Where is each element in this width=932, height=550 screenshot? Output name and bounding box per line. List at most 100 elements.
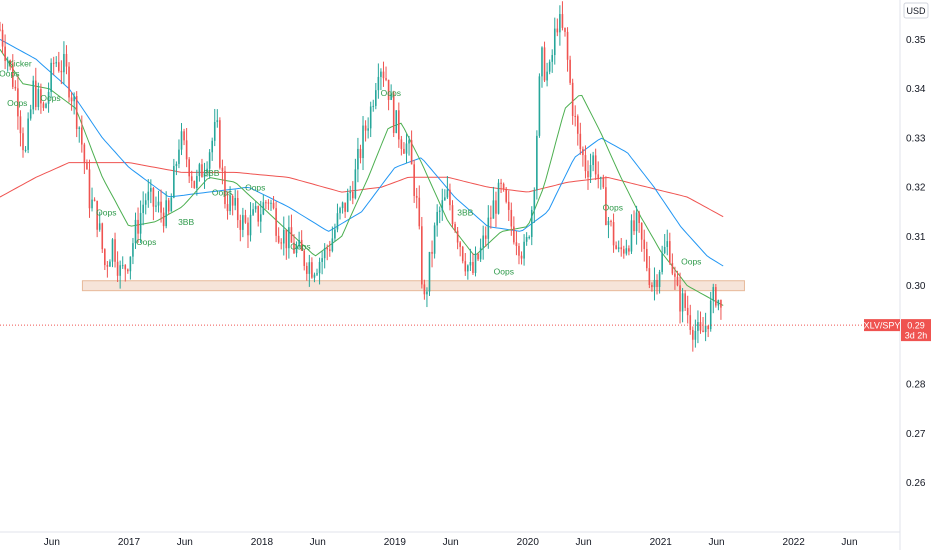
candle-body <box>236 198 239 221</box>
candle-body <box>666 241 669 247</box>
candle-body <box>548 61 551 72</box>
candle-body <box>502 183 505 189</box>
symbol-badge[interactable] <box>864 319 900 332</box>
candle-body <box>259 214 262 222</box>
y-tick-label: 0.32 <box>906 183 926 194</box>
candle-body <box>720 299 722 308</box>
candle-body <box>638 212 640 224</box>
candle-body <box>681 293 684 312</box>
candle-body <box>408 140 410 144</box>
last-price-badge[interactable] <box>901 319 931 342</box>
currency-label[interactable]: USD <box>903 2 929 19</box>
candle-body <box>444 197 446 201</box>
candle-body <box>446 189 449 198</box>
pattern-annotation: Oops <box>40 93 60 103</box>
candle-body <box>144 200 147 205</box>
candle-body <box>456 230 459 243</box>
candle-body <box>155 205 157 207</box>
support-zone <box>81 280 745 292</box>
candle-body <box>134 219 137 244</box>
pattern-annotation: Oops <box>136 237 156 247</box>
x-axis-ticks[interactable]: Jun 2017 Jun 2018 Jun 2019 Jun 2020 Jun 2021 Jun 20… <box>44 537 858 548</box>
candle-body <box>364 125 367 131</box>
candle-body <box>17 88 19 117</box>
candle-body <box>617 247 620 249</box>
candle-body <box>564 27 566 32</box>
candle-body <box>686 307 689 316</box>
candle-body <box>37 89 40 108</box>
candle-body <box>513 226 515 243</box>
candle-body <box>14 86 17 89</box>
candle-body <box>487 217 490 239</box>
candle-body <box>339 208 341 214</box>
x-tick-label: 2018 <box>251 537 274 548</box>
candle-body <box>610 221 612 223</box>
candle-body <box>507 201 510 210</box>
candle-body <box>252 209 254 215</box>
candle-body <box>101 223 104 250</box>
candle-body <box>173 166 175 198</box>
candle-body <box>589 165 592 178</box>
candle-body <box>27 118 29 150</box>
x-tick-label: 2019 <box>384 537 407 548</box>
candle-body <box>104 249 106 266</box>
candle-body <box>599 177 602 179</box>
candle-body <box>628 248 630 252</box>
candle-body <box>298 239 300 247</box>
candle-body <box>428 251 431 292</box>
candle-body <box>88 169 91 209</box>
candle-body <box>679 285 681 312</box>
candle-body <box>295 246 298 254</box>
candle-body <box>124 265 127 270</box>
candle-body <box>160 201 162 213</box>
countdown-text: 3d 2h <box>905 331 928 341</box>
candle-body <box>656 279 658 287</box>
candle-body <box>58 62 60 71</box>
candle-body <box>29 109 32 119</box>
candle-body <box>239 220 242 230</box>
candle-body <box>349 191 352 194</box>
candle-body <box>459 242 461 247</box>
y-tick-label: 0.28 <box>906 380 926 391</box>
candle-body <box>415 195 418 198</box>
x-tick-label: 2022 <box>783 537 806 548</box>
candle-body <box>674 273 676 277</box>
x-tick-label: Jun <box>708 537 724 548</box>
candle-body <box>515 242 518 246</box>
candle-body <box>400 139 403 149</box>
ma-short-line <box>0 49 724 306</box>
candle-body <box>676 276 679 286</box>
candle-body <box>288 227 290 249</box>
candle-body <box>300 239 303 251</box>
candle-body <box>451 205 454 225</box>
candle-body <box>185 140 188 160</box>
candle-body <box>24 149 27 151</box>
candle-body <box>167 200 170 212</box>
candle-body <box>525 236 528 242</box>
candle-body <box>224 170 226 205</box>
candle-body <box>605 187 607 226</box>
candle-body <box>566 31 569 60</box>
candle-body <box>592 155 594 166</box>
candle-body <box>620 247 623 250</box>
candle-body <box>323 248 326 259</box>
candle-body <box>1 29 4 47</box>
candle-body <box>285 229 288 249</box>
candle-body <box>464 261 467 272</box>
candle-body <box>518 245 520 256</box>
candle-body <box>229 195 231 212</box>
y-tick-label: 0.26 <box>906 478 926 489</box>
candle-body <box>630 220 633 252</box>
pattern-annotation: Oops <box>494 266 514 276</box>
candle-body <box>303 250 306 266</box>
candle-body <box>492 200 495 219</box>
candle-body <box>510 209 513 227</box>
pattern-annotation: Oops <box>7 98 27 108</box>
candle-body <box>188 159 190 177</box>
candle-body <box>576 116 579 134</box>
candle-body <box>520 255 523 259</box>
candle-body <box>500 182 502 184</box>
candle-body <box>692 329 694 340</box>
candle-body <box>661 252 663 272</box>
